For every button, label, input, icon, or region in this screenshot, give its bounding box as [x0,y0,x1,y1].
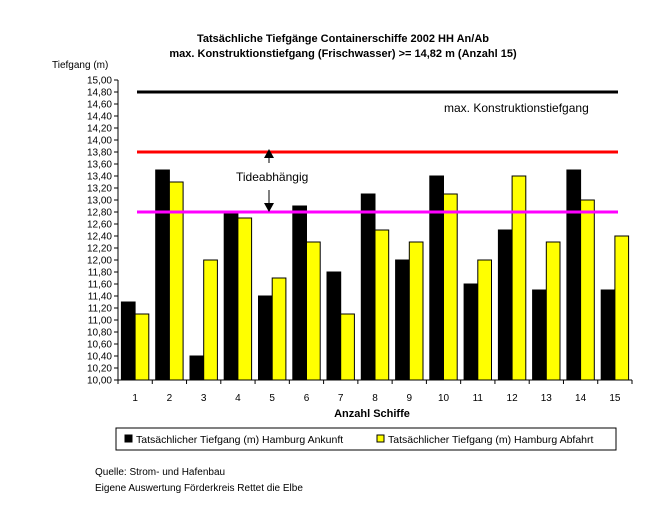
y-tick-label: 13,00 [87,196,112,207]
bar-ankunft-5 [258,295,273,381]
legend: Tatsächlicher Tiefgang (m) Hamburg Ankun… [115,427,617,451]
evaluation-line: Eigene Auswertung Förderkreis Rettet die… [95,483,303,494]
y-tick-label: 12,40 [87,232,112,243]
bar-abfahrt-15 [614,235,630,381]
bar-ankunft-3 [189,355,205,381]
x-tick-label: 8 [372,393,378,404]
legend-swatch-ankunft [124,434,133,443]
bar-abfahrt-11 [477,259,492,381]
annotation-max-konstruktionstiefgang: max. Konstruktionstiefgang [444,101,589,115]
bar-abfahrt-1 [134,313,150,381]
y-tick-label: 11,40 [88,292,113,303]
bar-ankunft-6 [292,205,307,381]
bars-group [120,169,630,381]
bar-abfahrt-10 [443,193,458,381]
bar-ankunft-8 [360,193,376,381]
x-tick-label: 9 [407,393,413,404]
y-tick-label: 11,20 [88,304,113,315]
bar-abfahrt-4 [237,217,253,381]
bar-abfahrt-5 [271,277,287,381]
x-tick-label: 6 [304,393,310,404]
source-line: Quelle: Strom- und Hafenbau [95,467,226,478]
chart-subtitle: max. Konstruktionstiefgang (Frischwasser… [169,48,517,60]
x-tick-label: 11 [473,393,484,404]
bar-abfahrt-14 [580,199,595,381]
y-tick-label: 10,20 [87,364,112,375]
bar-ankunft-15 [600,289,616,381]
axes-group: 1 2 3 4 5 6 7 8 9 10 11 12 13 14 1510,0010,2010,4010,6… [87,76,633,404]
y-tick-label: 12,60 [87,220,112,231]
x-tick-label: 1 [132,393,138,404]
x-axis-title: Anzahl Schiffe [334,408,410,420]
bar-ankunft-4 [223,211,239,381]
legend-box [115,427,617,451]
bar-ankunft-1 [120,301,136,381]
y-tick-label: 15,00 [87,76,112,87]
bar-abfahrt-12 [511,175,527,381]
footer: Quelle: Strom- und Hafenbau Eigene Auswe… [95,465,303,497]
y-tick-label: 12,80 [87,208,112,219]
y-tick-label: 13,80 [87,148,112,159]
legend-swatch-abfahrt [376,434,385,443]
bar-abfahrt-13 [545,241,561,381]
tide-arrow-up-icon [264,149,274,158]
tide-arrows [264,149,274,212]
y-tick-label: 10,00 [87,376,112,387]
chart-title: Tatsächliche Tiefgänge Containerschiffe … [197,33,489,45]
y-tick-label: 14,60 [87,100,112,111]
y-tick-label: 14,80 [87,88,112,99]
y-tick-label: 12,00 [87,256,112,267]
x-tick-label: 5 [269,393,275,404]
y-tick-label: 10,80 [87,328,112,339]
y-tick-label: 11,00 [88,316,113,327]
x-tick-label: 13 [541,393,553,404]
y-tick-label: 13,20 [87,184,112,195]
bar-ankunft-11 [463,283,479,381]
bar-ankunft-2 [155,169,170,381]
y-tick-label: 10,40 [87,352,112,363]
y-tick-label: 10,60 [87,340,112,351]
y-tick-label: 11,60 [88,280,113,291]
bar-abfahrt-6 [306,241,321,381]
bar-abfahrt-3 [203,259,218,381]
annotation-tideabhaengig: Tideabhängig [236,170,308,184]
x-tick-label: 4 [235,393,241,404]
x-tick-label: 10 [438,393,450,404]
x-tick-label: 14 [575,393,587,404]
y-tick-label: 13,40 [87,172,112,183]
y-tick-label: 14,20 [87,124,112,135]
x-tick-label: 15 [609,393,621,404]
x-tick-label: 12 [507,393,519,404]
tide-arrow-down-icon [264,203,274,212]
y-tick-label: 11,80 [88,268,113,279]
legend-label-abfahrt: Tatsächlicher Tiefgang (m) Hamburg Abfah… [388,434,594,446]
y-tick-label: 12,20 [87,244,112,255]
bar-abfahrt-8 [374,229,390,381]
bar-ankunft-13 [532,289,547,381]
bar-abfahrt-7 [340,313,355,381]
y-tick-label: 14,00 [87,136,112,147]
annotation-tideabhaengig-background [232,167,312,185]
y-tick-label: 14,40 [87,112,112,123]
x-tick-label: 7 [338,393,344,404]
bar-ankunft-10 [429,175,444,381]
bar-ankunft-7 [326,271,342,381]
x-tick-label: 2 [167,393,173,404]
x-tick-label: 3 [201,393,207,404]
bar-ankunft-14 [566,169,582,381]
legend-label-ankunft: Tatsächlicher Tiefgang (m) Hamburg Ankun… [136,434,343,446]
bar-ankunft-9 [395,259,410,381]
reference-lines-top [137,90,618,214]
bar-abfahrt-9 [408,241,424,381]
bar-ankunft-12 [497,229,513,381]
y-tick-label: 13,60 [87,160,112,171]
y-axis-title: Tiefgang (m) [52,60,108,71]
